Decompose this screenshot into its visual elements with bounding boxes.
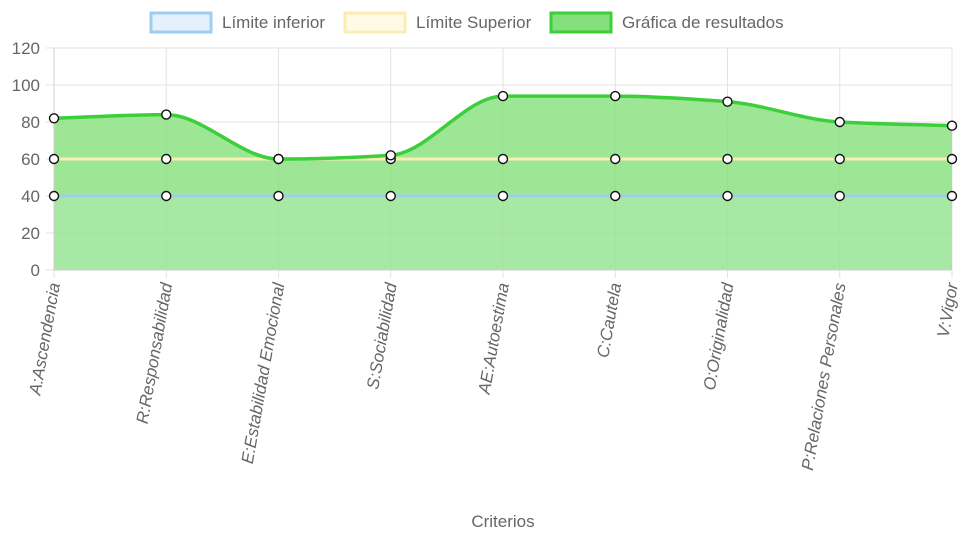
lower-limit-point <box>497 190 509 202</box>
lower-limit-point <box>273 190 284 202</box>
y-tick-label: 120 <box>12 39 40 58</box>
results-area-fill <box>54 96 952 270</box>
x-tick-label: C:Cautela <box>593 281 625 359</box>
x-tick-label: A:Ascendencia <box>25 281 64 397</box>
results-point <box>946 120 958 131</box>
upper-limit-point <box>722 153 733 165</box>
lower-limit-point <box>385 190 396 202</box>
x-tick-label: O:Originalidad <box>700 281 738 392</box>
upper-limit-point <box>161 153 172 165</box>
x-tick-label: E:Estabilidad Emocional <box>238 280 289 465</box>
lower-limit-point <box>722 190 733 202</box>
x-tick-label: R:Responsabilidad <box>133 281 177 425</box>
y-tick-label: 40 <box>21 187 40 206</box>
y-tick-label: 20 <box>21 224 40 243</box>
upper-limit-point <box>610 153 621 165</box>
lower-limit-point <box>834 190 845 202</box>
legend-label-lower-limit[interactable]: Límite inferior <box>222 13 325 32</box>
results-point <box>722 96 733 107</box>
lower-limit-area-fill <box>54 196 952 270</box>
area-fills <box>54 96 952 270</box>
x-tick-label: V:Vigor <box>934 280 958 339</box>
lower-limit-point <box>48 190 60 202</box>
x-tick-label: S:Sociabilidad <box>363 281 401 391</box>
y-tick-label: 60 <box>21 150 40 169</box>
y-tick-label: 80 <box>21 113 40 132</box>
legend-label-upper-limit[interactable]: Límite Superior <box>416 13 532 32</box>
results-point <box>48 113 60 124</box>
lower-limit-point <box>161 190 172 202</box>
y-tick-label: 0 <box>31 261 40 280</box>
results-point <box>161 109 172 120</box>
upper-limit-point <box>497 153 509 165</box>
x-tick-label: P:Relaciones Personales <box>798 281 850 472</box>
lower-limit-point <box>610 190 621 202</box>
data-points <box>48 90 958 202</box>
y-tick-label: 100 <box>12 76 40 95</box>
upper-limit-point <box>946 153 958 165</box>
results-point <box>497 90 509 102</box>
legend: Límite inferior Límite Superior Gráfica de… <box>149 11 784 34</box>
lower-limit-point <box>946 190 958 202</box>
results-point <box>385 150 396 161</box>
legend-label-results[interactable]: Gráfica de resultados <box>622 13 784 32</box>
x-tick-label: AE:Autoestima <box>475 281 513 396</box>
legend-swatch-lower-limit[interactable] <box>149 11 213 34</box>
x-axis-title: Criterios <box>471 512 534 531</box>
results-point <box>610 90 621 102</box>
upper-limit-point <box>48 153 60 165</box>
upper-limit-point <box>834 153 845 165</box>
results-point <box>273 153 284 165</box>
legend-swatch-results[interactable] <box>549 11 613 34</box>
results-point <box>834 116 845 128</box>
legend-swatch-upper-limit[interactable] <box>343 11 407 34</box>
